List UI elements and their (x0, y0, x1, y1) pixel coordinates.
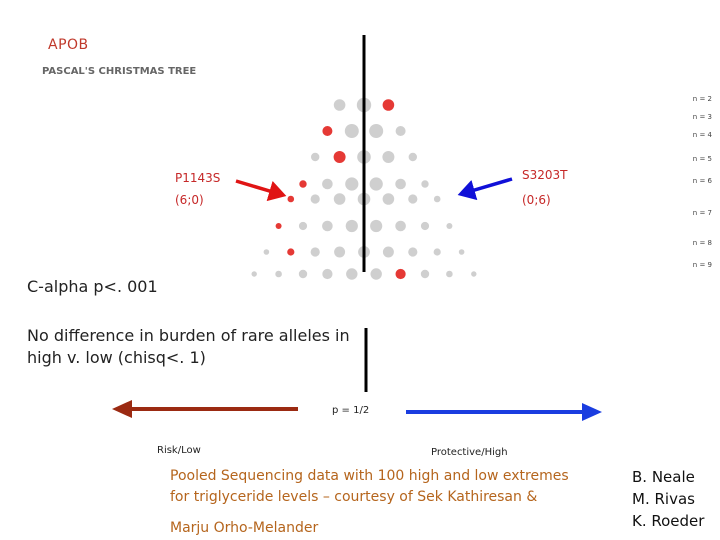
tree-dot (433, 248, 441, 256)
tree-dot (263, 249, 270, 255)
row-label: n = 4 (692, 131, 712, 139)
burden-statement: No difference in burden of rare alleles … (27, 326, 350, 367)
tree-dot (395, 220, 406, 232)
tree-dot (370, 219, 383, 233)
tree-dot (471, 271, 477, 277)
credit-name: M. Rivas (632, 490, 695, 508)
row-label: n = 5 (692, 155, 712, 163)
tree-dot (311, 152, 320, 162)
tree-dot (333, 99, 346, 111)
row-label: n = 8 (692, 239, 712, 247)
tree-dot (251, 271, 257, 277)
row-label: n = 7 (692, 209, 712, 217)
tree-dot (345, 177, 359, 191)
right-variant-pointer (457, 177, 513, 201)
tree-dot (344, 124, 359, 138)
tree-dot (310, 247, 320, 257)
variant-dot-highlighted (287, 248, 295, 256)
tree-dot (395, 178, 406, 190)
protective-arrow (406, 403, 602, 421)
tree-dot (382, 246, 394, 258)
tree-dot (322, 268, 333, 280)
tree-dot (369, 124, 384, 138)
tree-dot (370, 268, 382, 280)
variant-dot-highlighted (275, 223, 282, 229)
variant-dot-highlighted (322, 126, 333, 136)
variant-dot-highlighted (299, 180, 307, 188)
title-text: APOB (48, 37, 89, 53)
tree-dot (322, 178, 333, 190)
tree-dots (251, 97, 477, 280)
tree-dot (275, 270, 282, 278)
left-variant-pointer (235, 179, 287, 202)
tree-dot (421, 180, 429, 188)
tree-dot (458, 249, 465, 255)
calpha-statistic: C-alpha p<. 001 (27, 277, 158, 296)
row-label: n = 3 (692, 113, 712, 121)
tree-dot (446, 223, 453, 229)
tree-dot (408, 247, 418, 257)
tree-dot (382, 151, 395, 163)
credit-name: B. Neale (632, 468, 695, 486)
protective-high-label: Protective/High (431, 447, 508, 458)
tree-dot (322, 220, 333, 232)
tree-dot (334, 246, 346, 258)
tree-dot (345, 219, 358, 233)
axis-midpoint-label: p = 1/2 (332, 405, 370, 416)
tree-dot (298, 221, 308, 231)
tree-dot (420, 269, 430, 279)
row-label: n = 2 (692, 95, 712, 103)
credit-name: K. Roeder (632, 512, 705, 530)
tree-dot (408, 152, 417, 162)
right-variant-name: S3203T (522, 168, 568, 182)
variant-dot-highlighted (395, 268, 406, 280)
variant-dot-highlighted (287, 195, 295, 203)
risk-low-label: Risk/Low (157, 445, 201, 456)
tree-dot (420, 221, 430, 231)
tree-dot (346, 268, 358, 280)
variant-dot-highlighted (333, 151, 346, 163)
row-label: n = 9 (692, 261, 712, 269)
tree-dot (446, 270, 453, 278)
tree-dot (395, 126, 406, 136)
row-label: n = 6 (692, 177, 712, 185)
variant-dot-highlighted (382, 99, 395, 111)
right-variant-counts: (0;6) (522, 193, 551, 207)
tree-dot (298, 269, 308, 279)
tree-dot (408, 194, 418, 204)
tree-dot (382, 193, 395, 205)
tree-dot (433, 195, 441, 203)
slide-subtitle: PASCAL'S CHRISTMAS TREE (42, 66, 197, 77)
tree-dot (369, 177, 383, 191)
tree-dot (333, 193, 346, 205)
pooled-sequencing-note: Pooled Sequencing data with 100 high and… (170, 468, 569, 505)
left-variant-name: P1143S (175, 171, 221, 185)
pooled-note-author: Marju Orho-Melander (170, 520, 319, 536)
credits: B. Neale M. Rivas K. Roeder (632, 466, 704, 532)
tree-dot (310, 194, 320, 204)
left-variant-counts: (6;0) (175, 193, 204, 207)
risk-arrow (112, 400, 298, 418)
